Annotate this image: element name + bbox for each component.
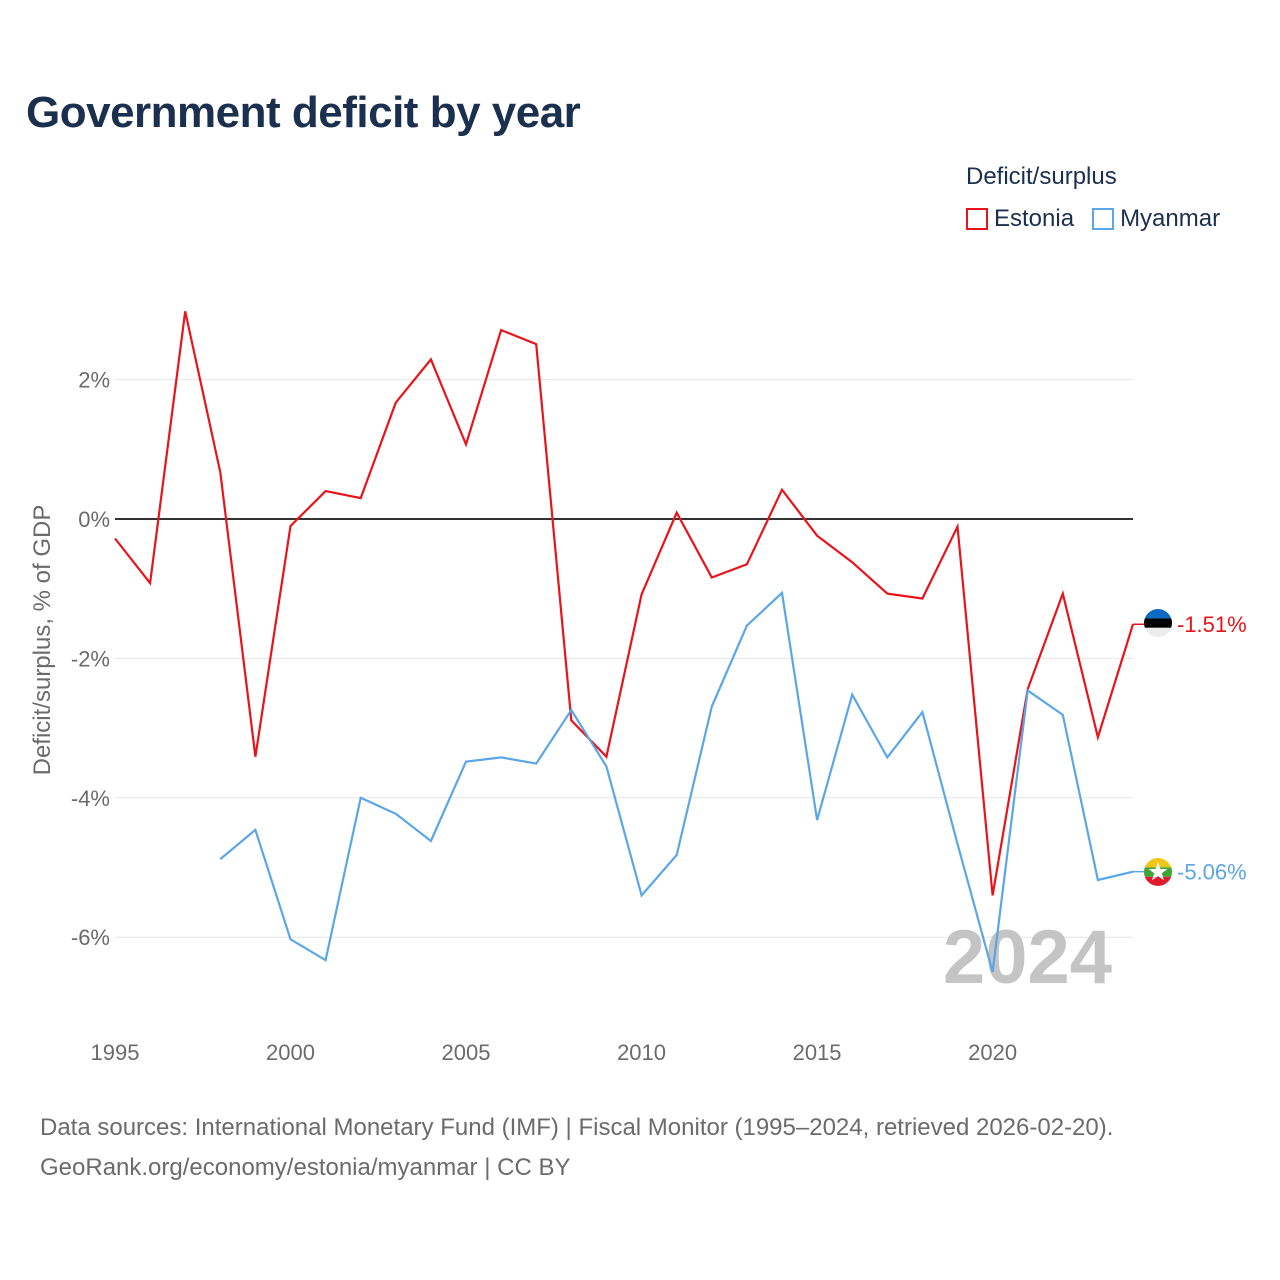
x-tick-label: 2015 [793,1040,842,1065]
y-tick-label: 2% [78,368,110,393]
chart-title: Government deficit by year [26,88,581,137]
x-tick-label: 2010 [617,1040,666,1065]
y-tick-label: -4% [71,786,110,811]
legend: Estonia Myanmar [966,205,1238,233]
data-sources: Data sources: International Monetary Fun… [40,1108,1113,1188]
end-label-estonia: -1.51% [1177,612,1247,637]
series-line-estonia[interactable] [114,311,1135,896]
year-watermark: 2024 [943,915,1112,1000]
legend-title: Deficit/surplus [966,163,1117,190]
line-chart: 2% 0% -2% -4% -6% 1995 2000 2005 2010 2015 2020 2… [29,311,1247,1065]
y-tick-label: -6% [71,925,110,950]
legend-label-estonia: Estonia [994,205,1075,232]
y-axis-label: Deficit/surplus, % of GDP [29,505,56,776]
x-tick-label: 2020 [968,1040,1017,1065]
estonia-flag-icon [1144,609,1172,637]
x-tick-label: 1995 [91,1040,140,1065]
myanmar-flag-icon [1144,858,1172,886]
y-tick-label: 0% [78,507,110,532]
legend-label-myanmar: Myanmar [1120,205,1221,232]
x-tick-label: 2000 [266,1040,315,1065]
x-tick-label: 2005 [442,1040,491,1065]
end-label-myanmar: -5.06% [1177,860,1247,885]
legend-item-myanmar[interactable]: Myanmar [1092,205,1220,233]
legend-swatch-estonia [966,208,988,230]
series-line-myanmar[interactable] [219,590,1134,973]
legend-swatch-myanmar [1092,208,1115,230]
legend-item-estonia[interactable]: Estonia [966,205,1074,233]
y-tick-label: -2% [71,646,110,671]
sources-line-2[interactable]: GeoRank.org/economy/estonia/myanmar | CC… [40,1154,571,1181]
sources-line-1[interactable]: Data sources: International Monetary Fun… [40,1114,1114,1141]
